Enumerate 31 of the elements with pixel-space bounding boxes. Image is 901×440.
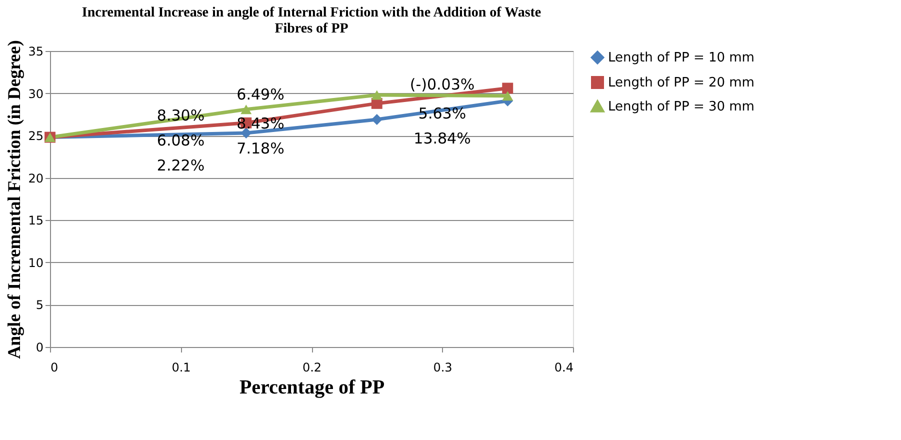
text: Fibres of PP: [274, 22, 348, 37]
x-tick-label: 0.4: [554, 360, 574, 374]
y-axis-title: Angle of Incremental Friction (in Degree): [4, 40, 24, 359]
text: Incremental Increase in angle of Internal Friction with the Addition of Waste: [82, 6, 542, 21]
y-tick-label: 25: [28, 129, 44, 144]
y-tick-label: 15: [28, 214, 44, 228]
y-tick-label: 10: [28, 256, 44, 270]
legend-label: Length of PP = 20 mm: [608, 76, 754, 90]
x-axis-title: Percentage of PP: [239, 376, 385, 398]
y-tick-label: 20: [28, 171, 44, 186]
annotation: 13.84%: [414, 130, 471, 148]
annotation: 6.08%: [156, 132, 205, 150]
y-tick-label: 35: [28, 44, 44, 58]
y-tick-label: 5: [36, 298, 44, 312]
annotation: (-)0.03%: [410, 76, 475, 94]
point: [240, 104, 252, 114]
legend-label: Length of PP = 10 mm: [608, 50, 754, 66]
x-tick-label: 0.1: [172, 360, 191, 374]
y-tick-label: 0: [36, 340, 44, 354]
point: [502, 91, 514, 101]
point: [371, 90, 382, 100]
point: [371, 114, 382, 125]
x-tick-label: 0.2: [302, 360, 322, 374]
x-tick-label: 0.3: [433, 360, 452, 374]
annotation: 2.22%: [156, 156, 205, 175]
y-tick-label: 30: [28, 86, 44, 101]
annotation: 7.18%: [236, 140, 284, 158]
legend-label: Length of PP = 30 mm: [608, 100, 754, 114]
annotation: 6.49%: [236, 86, 284, 104]
point: [502, 82, 514, 94]
x-tick-label: 0: [50, 360, 58, 374]
